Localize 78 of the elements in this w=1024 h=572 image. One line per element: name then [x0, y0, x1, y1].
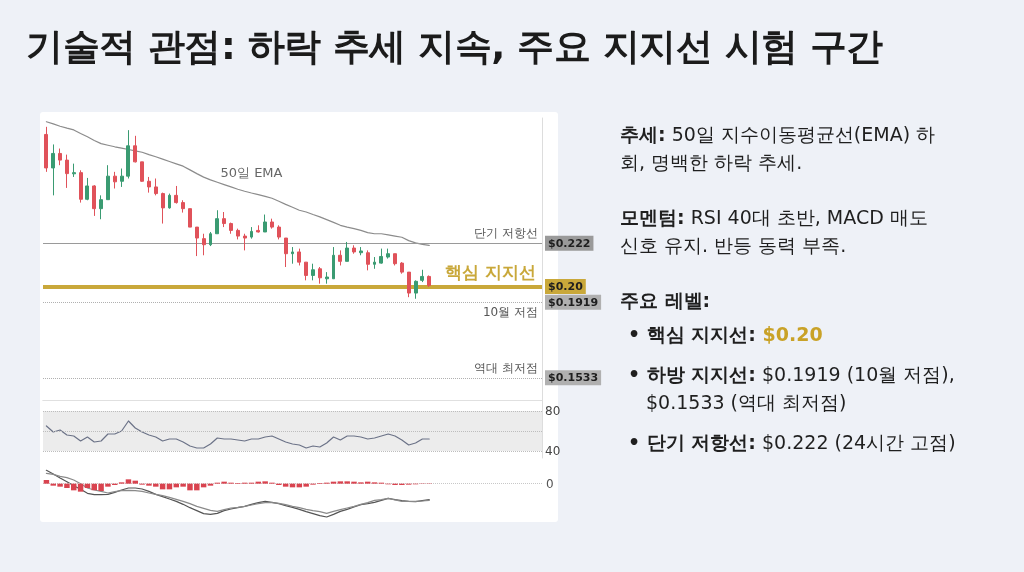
- text: • 단기 저항선: $0.222 (24시간 고점): [628, 431, 956, 453]
- candlestick: [222, 211, 226, 228]
- candlestick: [181, 199, 185, 214]
- candlestick: [270, 218, 274, 230]
- candlestick: [420, 269, 424, 283]
- candlestick: [113, 171, 117, 189]
- candlestick: [400, 261, 404, 275]
- candlestick: [250, 226, 253, 240]
- candlestick: [79, 169, 83, 204]
- text: • 핵심 지지선: $0.20: [628, 323, 823, 345]
- candlestick: [99, 194, 103, 220]
- candlestick: [229, 222, 233, 235]
- candlestick: [174, 185, 178, 205]
- candlestick: [325, 271, 329, 285]
- candlestick: [65, 154, 69, 189]
- y-tick-label: $0.20: [548, 279, 584, 293]
- candlestick: [51, 143, 55, 196]
- candlestick: [209, 231, 212, 247]
- candlestick: [407, 271, 411, 298]
- candlestick: [215, 209, 219, 235]
- candlestick: [195, 226, 199, 257]
- candlestick: [297, 248, 301, 266]
- candlestick: [332, 246, 335, 280]
- candlestick: [120, 168, 124, 188]
- candlestick: [154, 178, 158, 196]
- candlestick: [366, 249, 370, 271]
- candlestick: [427, 274, 431, 288]
- candlestick: [44, 126, 48, 173]
- series-label: 50일 EMA: [220, 165, 283, 180]
- candlestick: [72, 163, 76, 178]
- candlestick: [345, 241, 349, 262]
- candlestick: [140, 161, 144, 183]
- candlestick: [202, 233, 206, 256]
- ref-line-label: 핵심 지지선: [445, 261, 536, 282]
- text: 모멘텀: RSI 40대 초반, MACD 매도 신호 유지. 반등 동력 부족.: [620, 206, 928, 256]
- candlestick: [263, 214, 267, 233]
- y-tick-label: $0.1533: [548, 371, 599, 385]
- candlestick: [379, 248, 383, 265]
- candlestick: [311, 263, 315, 281]
- candlestick: [352, 244, 356, 255]
- candlestick: [92, 184, 96, 217]
- ref-line-label: 역대 최저점: [474, 360, 538, 375]
- candlestick: [106, 164, 110, 201]
- candlestick: [338, 249, 342, 266]
- candlestick: [393, 253, 397, 266]
- text: 추세: 50일 지수이동평균선(EMA) 하회, 명백한 하락 추세.: [620, 123, 936, 173]
- y-tick-label: $0.1919: [548, 295, 599, 309]
- candlestick: [236, 228, 240, 240]
- candlestick: [284, 237, 288, 268]
- candlestick: [168, 193, 171, 210]
- ref-line-label: 10월 저점: [482, 305, 538, 320]
- chart-title: 기술적 관점: 하락 추세 지속, 주요 지지선 시험 구간: [26, 24, 883, 70]
- y-tick-label: $0.222: [548, 236, 591, 250]
- candlestick: [304, 261, 308, 281]
- y-tick-label: 80: [545, 404, 561, 418]
- ref-line-label: 0: [546, 476, 554, 491]
- line-series: [45, 420, 430, 449]
- text: • 하방 지지선: $0.1919 (10월 저점), $0.1533 (역대 최저점): [628, 363, 955, 413]
- text: 주요 레벨:: [620, 289, 711, 311]
- candlestick: [277, 224, 281, 240]
- candlestick: [58, 148, 62, 166]
- candlestick: [318, 266, 322, 285]
- candlestick: [188, 208, 192, 228]
- candlestick: [133, 135, 137, 163]
- candlestick: [126, 129, 130, 180]
- candlestick: [147, 176, 151, 194]
- candlestick: [243, 233, 247, 251]
- candlestick: [256, 224, 260, 234]
- candlestick: [85, 177, 89, 201]
- candlestick: [291, 246, 294, 265]
- candlestick: [373, 256, 376, 270]
- ref-line-label: 단기 저항선: [474, 226, 538, 241]
- candlestick: [414, 279, 418, 300]
- candlestick: [386, 248, 390, 260]
- line-series: [45, 121, 430, 246]
- y-tick-label: 40: [545, 444, 561, 458]
- candlestick: [161, 192, 165, 225]
- candlestick: [359, 246, 363, 256]
